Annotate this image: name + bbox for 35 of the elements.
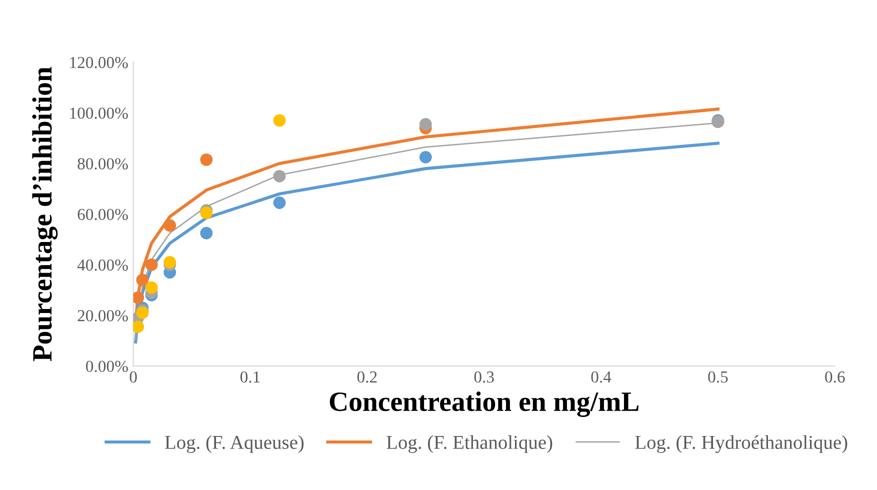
point bbox=[200, 226, 213, 240]
y-tick-label: 80.00% bbox=[78, 158, 128, 170]
x-tick-label: 0.5 bbox=[708, 371, 728, 383]
point bbox=[200, 206, 213, 220]
point bbox=[273, 114, 286, 127]
y-tick-label: 60.00% bbox=[78, 208, 128, 220]
x-tick-label: 0.3 bbox=[474, 371, 494, 383]
x-tick-label: 0.1 bbox=[240, 371, 260, 383]
point bbox=[136, 306, 149, 320]
point bbox=[133, 320, 144, 333]
point bbox=[136, 274, 149, 286]
point bbox=[419, 118, 432, 130]
point bbox=[200, 153, 213, 166]
point bbox=[133, 291, 144, 304]
y-tick-label: 0.00% bbox=[86, 360, 128, 372]
legend-label: Log. (F. Ethanolique) bbox=[386, 435, 552, 453]
y-tick-label: 20.00% bbox=[78, 310, 128, 322]
point bbox=[273, 170, 286, 182]
x-tick-label: 0.4 bbox=[591, 371, 612, 383]
legend-label: Log. (F. Aqueuse) bbox=[165, 435, 304, 453]
y-tick-label: 120.00% bbox=[70, 56, 128, 68]
y-axis-title: Pourcentage d’inhibition bbox=[32, 67, 58, 362]
x-tick-label: 0.6 bbox=[825, 371, 845, 383]
point bbox=[164, 219, 176, 232]
x-tick-label: 0 bbox=[130, 371, 137, 383]
point bbox=[145, 281, 158, 294]
y-tick-label: 100.00% bbox=[70, 108, 128, 119]
point bbox=[145, 258, 158, 271]
x-axis-title: Concentreation en mg/mL bbox=[330, 392, 639, 417]
legend-label: Log. (F. Hydroéthanolique) bbox=[635, 435, 848, 453]
x-tick-label: 0.2 bbox=[357, 371, 377, 383]
point bbox=[273, 196, 286, 209]
y-tick-label: 40.00% bbox=[77, 259, 128, 271]
point bbox=[164, 256, 176, 268]
point bbox=[419, 150, 432, 164]
